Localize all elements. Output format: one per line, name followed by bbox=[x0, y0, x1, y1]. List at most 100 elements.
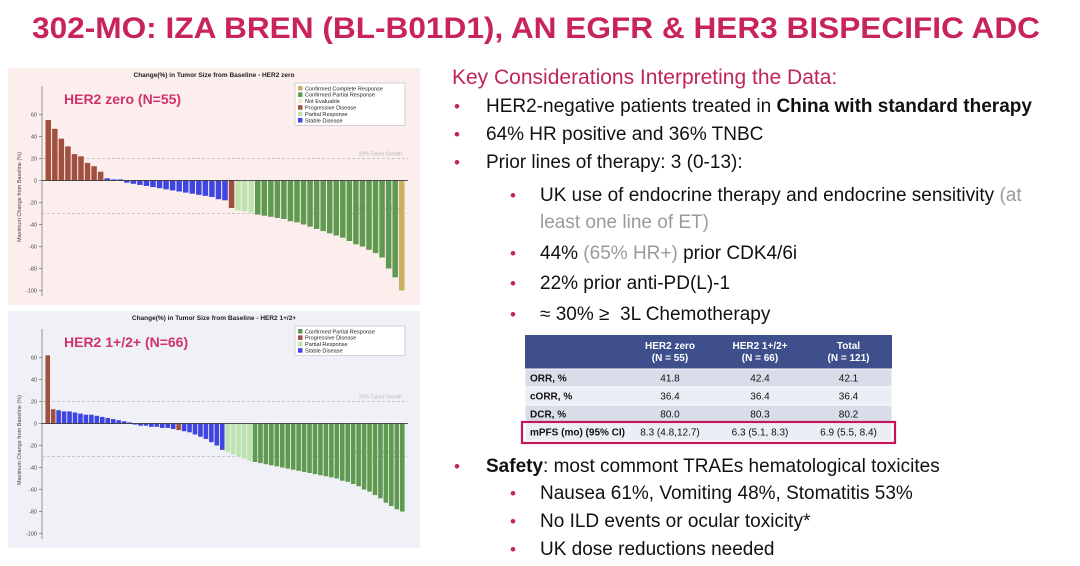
bar bbox=[307, 180, 313, 227]
bar bbox=[323, 423, 329, 477]
reference-label: 30% Tumor Shrinkage bbox=[353, 450, 403, 456]
slide-title: 302-MO: IZA BREN (BL-B01D1), AN EGFR & H… bbox=[32, 12, 1040, 45]
legend-label: Confirmed Partial Response bbox=[305, 329, 375, 335]
y-tick-label: -80 bbox=[29, 267, 37, 273]
bullet: • bbox=[454, 153, 460, 172]
grey-text: (at bbox=[999, 185, 1022, 206]
header-cell: HER2 zero bbox=[645, 341, 695, 352]
bar bbox=[52, 128, 58, 181]
bar bbox=[269, 423, 274, 466]
table-cell: 80.0 bbox=[660, 410, 680, 421]
chart-label: HER2 1+/2+ (N=66) bbox=[64, 334, 188, 350]
y-tick-label: 40 bbox=[31, 378, 37, 384]
text: : most commont TRAEs hematological toxic… bbox=[543, 456, 940, 477]
reference-label: 20% Tumor Growth bbox=[359, 152, 402, 158]
bar bbox=[261, 180, 268, 216]
bar bbox=[45, 355, 51, 424]
table-cell: 36.4 bbox=[750, 392, 770, 403]
bar bbox=[91, 166, 97, 181]
bar bbox=[58, 138, 65, 181]
bar bbox=[353, 180, 359, 245]
bar bbox=[127, 422, 132, 424]
bar bbox=[274, 423, 280, 467]
chart-label: HER2 zero (N=55) bbox=[64, 91, 181, 107]
table-cell: 6.9 (5.5, 8.4) bbox=[820, 428, 877, 439]
y-tick-label: -60 bbox=[29, 488, 37, 494]
table-cell: 6.3 (5.1, 8.3) bbox=[732, 428, 789, 439]
bullet-text: 44% (65% HR+) prior CDK4/6i bbox=[540, 243, 797, 264]
bar bbox=[165, 423, 171, 428]
bar bbox=[110, 179, 117, 181]
row-label: DCR, % bbox=[530, 410, 566, 421]
y-tick-label: -80 bbox=[29, 510, 37, 516]
bar bbox=[215, 180, 222, 200]
bar bbox=[84, 162, 91, 181]
legend-swatch bbox=[298, 98, 303, 104]
legend-swatch bbox=[298, 118, 303, 123]
bar bbox=[230, 423, 236, 455]
bar bbox=[329, 423, 334, 478]
legend-label: Partial Response bbox=[305, 342, 348, 348]
bar bbox=[345, 423, 351, 482]
bar bbox=[318, 423, 323, 476]
bullet-text: HER2-negative patients treated in China … bbox=[486, 96, 1032, 117]
y-tick-label: -100 bbox=[26, 289, 37, 295]
table-cell: 80.2 bbox=[839, 410, 859, 421]
chart: Change(%) in Tumor Size from Baseline - … bbox=[8, 311, 420, 548]
header-cell: (N = 121) bbox=[828, 353, 870, 364]
header-cell: (N = 66) bbox=[742, 353, 778, 364]
table: HER2 zero(N = 55) HER2 1+/2+(N = 66) Total… bbox=[520, 335, 897, 445]
bullet-text: UK dose reductions needed bbox=[540, 539, 775, 560]
bullet: • bbox=[510, 512, 516, 531]
bar bbox=[399, 423, 405, 512]
bar bbox=[356, 423, 361, 487]
bullet: • bbox=[510, 540, 516, 559]
bar bbox=[333, 180, 340, 236]
table-row bbox=[524, 386, 893, 406]
bar bbox=[154, 423, 160, 427]
bar bbox=[350, 423, 356, 484]
bullet: • bbox=[454, 125, 460, 144]
bar bbox=[392, 180, 398, 278]
bar bbox=[394, 423, 400, 510]
bullet-text: Safety: most commont TRAEs hematological… bbox=[486, 456, 940, 477]
bar bbox=[334, 423, 340, 479]
y-tick-label: -60 bbox=[29, 245, 37, 251]
bar bbox=[61, 411, 67, 424]
bar bbox=[290, 423, 296, 470]
bar bbox=[209, 180, 215, 197]
bar bbox=[235, 180, 241, 211]
bar bbox=[320, 180, 326, 232]
bar bbox=[116, 420, 121, 424]
bar bbox=[252, 423, 258, 462]
bold-text: China with standard therapy bbox=[776, 96, 1032, 117]
bar bbox=[176, 180, 182, 192]
bar bbox=[117, 179, 124, 181]
legend-label: Progressive Disease bbox=[305, 336, 356, 342]
bullet-text: UK use of endocrine therapy and endocrin… bbox=[540, 185, 1022, 206]
legend-label: Not Evaluable bbox=[305, 99, 340, 105]
bar bbox=[313, 180, 320, 229]
bar bbox=[346, 180, 353, 241]
table-cell: 8.3 (4.8,12.7) bbox=[640, 428, 699, 439]
bar bbox=[132, 423, 138, 425]
legend-box bbox=[294, 82, 406, 126]
table-header bbox=[525, 335, 892, 369]
bar bbox=[263, 423, 269, 465]
y-tick-label: -20 bbox=[29, 201, 37, 207]
bar bbox=[163, 180, 169, 190]
bullet: • bbox=[510, 305, 516, 324]
bar bbox=[248, 180, 254, 213]
bar bbox=[378, 423, 383, 499]
bar bbox=[307, 423, 312, 473]
legend-swatch bbox=[298, 111, 303, 117]
bar bbox=[268, 180, 274, 217]
table-cell: 42.1 bbox=[839, 374, 859, 385]
bullet: • bbox=[510, 484, 516, 503]
bar bbox=[398, 180, 405, 291]
bullet-text: ≈ 30% ≥ 3L Chemotherapy bbox=[540, 304, 771, 325]
bar bbox=[138, 423, 143, 426]
bar bbox=[254, 180, 261, 215]
bar bbox=[285, 423, 291, 469]
